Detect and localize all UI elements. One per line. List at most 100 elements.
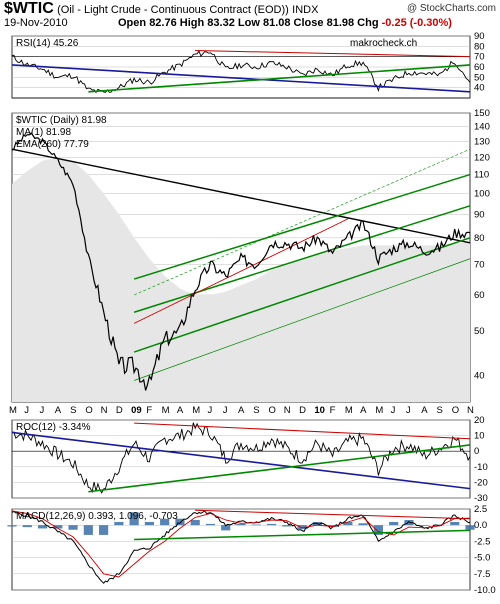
macd-histogram-bar-25 [389,521,399,526]
macd-histogram-bar-7 [114,521,124,526]
close-value: 81.98 [326,17,355,29]
macd-histogram-bar-24 [373,525,383,535]
rsi-green-trendline [88,64,471,93]
price-tick-label-6: 100 [474,189,490,200]
price-tick-label-7: 110 [474,170,489,181]
x-label-17: O [269,405,276,416]
price-tick-label-11: 150 [474,108,490,119]
macd-histogram-bar-27 [419,525,429,526]
x-label-29: O [452,405,459,416]
x-label-15: A [238,405,245,416]
macd-tick-label-4: 0.0 [474,520,487,531]
price-tick-label-8: 120 [474,152,490,163]
x-label-23: A [360,405,367,416]
macd-tick-label-1: -7.5 [474,569,490,580]
macd-histogram-bar-12 [190,520,200,526]
low-value: 81.08 [262,17,291,29]
price-tick-label-9: 130 [474,136,490,147]
roc-title: ROC(12) -3.34% [16,422,91,433]
close-label: Close [293,17,324,29]
macd-histogram-bar-2 [37,525,48,529]
chg-value: -0.25 (-0.30%) [381,17,452,29]
rsi-watermark: makrocheck.ch [350,38,417,49]
rsi-line [11,50,471,94]
price-tick-label-5: 90 [474,209,485,220]
x-label-8: 09 [131,405,142,416]
x-label-28: S [436,405,442,416]
quote-date: 19-Nov-2010 [4,17,68,29]
macd-title: MACD(12,26,9) 0.393, 1.096, -0.703 [16,511,178,522]
rsi-tick-label-2: 60 [474,62,485,73]
macd-tick-label-5: 2.5 [474,504,487,515]
macd-histogram-bar-28 [434,524,445,526]
x-label-19: D [299,405,306,416]
macd-histogram-bar-13 [205,523,216,526]
macd-histogram-bar-6 [99,525,109,535]
macd-histogram-bar-10 [160,518,170,526]
macd-histogram-bar-5 [83,525,93,535]
macd-tick-label-2: -5.0 [474,553,490,564]
symbol: $WTIC [4,0,54,17]
price-tick-label-4: 80 [474,233,485,244]
x-label-5: O [85,405,92,416]
price-title: $WTIC (Daily) 81.98 [16,115,107,126]
rsi-tick-label-4: 80 [474,41,485,52]
x-label-21: F [330,405,336,416]
roc-tick-label-2: -10 [474,462,488,473]
x-label-9: F [146,405,152,416]
x-label-22: M [345,405,353,416]
price-green-channel-2 [133,205,471,313]
macd-red-trendline [195,509,471,520]
macd-histogram-bar-9 [144,521,154,526]
x-label-10: M [162,405,170,416]
x-label-3: A [55,405,62,416]
macd-histogram-bar-18 [282,525,292,527]
macd-histogram-bar-19 [297,525,307,530]
rsi-blue-trendline [11,64,471,93]
x-label-2: J [40,405,45,416]
macd-histogram-bar-29 [450,521,460,526]
price-green-channel-3 [133,173,471,280]
ema-area [12,157,470,402]
macd-histogram-bar-17 [266,523,277,526]
x-label-0: M [9,405,17,416]
price-green-dashed-upper [134,148,471,296]
quote-summary: Open 82.76 High 83.32 Low 81.08 Close 81… [118,17,452,30]
roc-tick-label-3: 0 [474,446,479,457]
rsi-tick-label-3: 70 [474,52,485,63]
price-tick-label-2: 60 [474,290,485,301]
rsi-title: RSI(14) 45.26 [16,38,79,49]
roc-tick-label-4: 10 [474,431,485,442]
price-tick-label-10: 140 [474,122,490,133]
x-label-7: D [116,405,123,416]
high-value: 83.32 [207,17,235,29]
x-label-13: J [207,405,212,416]
rsi-tick-label-0: 40 [474,83,485,94]
x-label-30: N [467,405,474,416]
roc-red-trendline [134,422,471,440]
open-label: Open [118,17,147,29]
price-red-trendline [133,218,349,324]
x-label-27: A [421,405,428,416]
macd-histogram-bar-14 [221,525,231,531]
x-label-14: J [223,405,228,416]
roc-blue-trendline [11,431,471,490]
macd-histogram-bar-16 [251,524,261,526]
macd-green-trendline [134,529,471,541]
macd-histogram-bar-3 [53,525,63,529]
x-label-1: J [24,405,29,416]
macd-histogram-bar-23 [358,523,368,526]
x-label-26: J [406,405,411,416]
price-legend-ema: EMA(260) 77.79 [16,139,89,150]
x-label-24: M [375,405,383,416]
macd-histogram-bar-15 [236,523,246,526]
rsi-red-trendline [195,49,471,58]
macd-tick-label-0: -10.0 [474,585,496,596]
instrument-name: (Oil - Light Crude - Continuous Contract… [57,4,289,16]
x-label-18: N [284,405,291,416]
price-tick-label-1: 50 [474,326,485,337]
x-label-25: J [391,405,396,416]
macd-histogram-bar-4 [68,525,78,530]
